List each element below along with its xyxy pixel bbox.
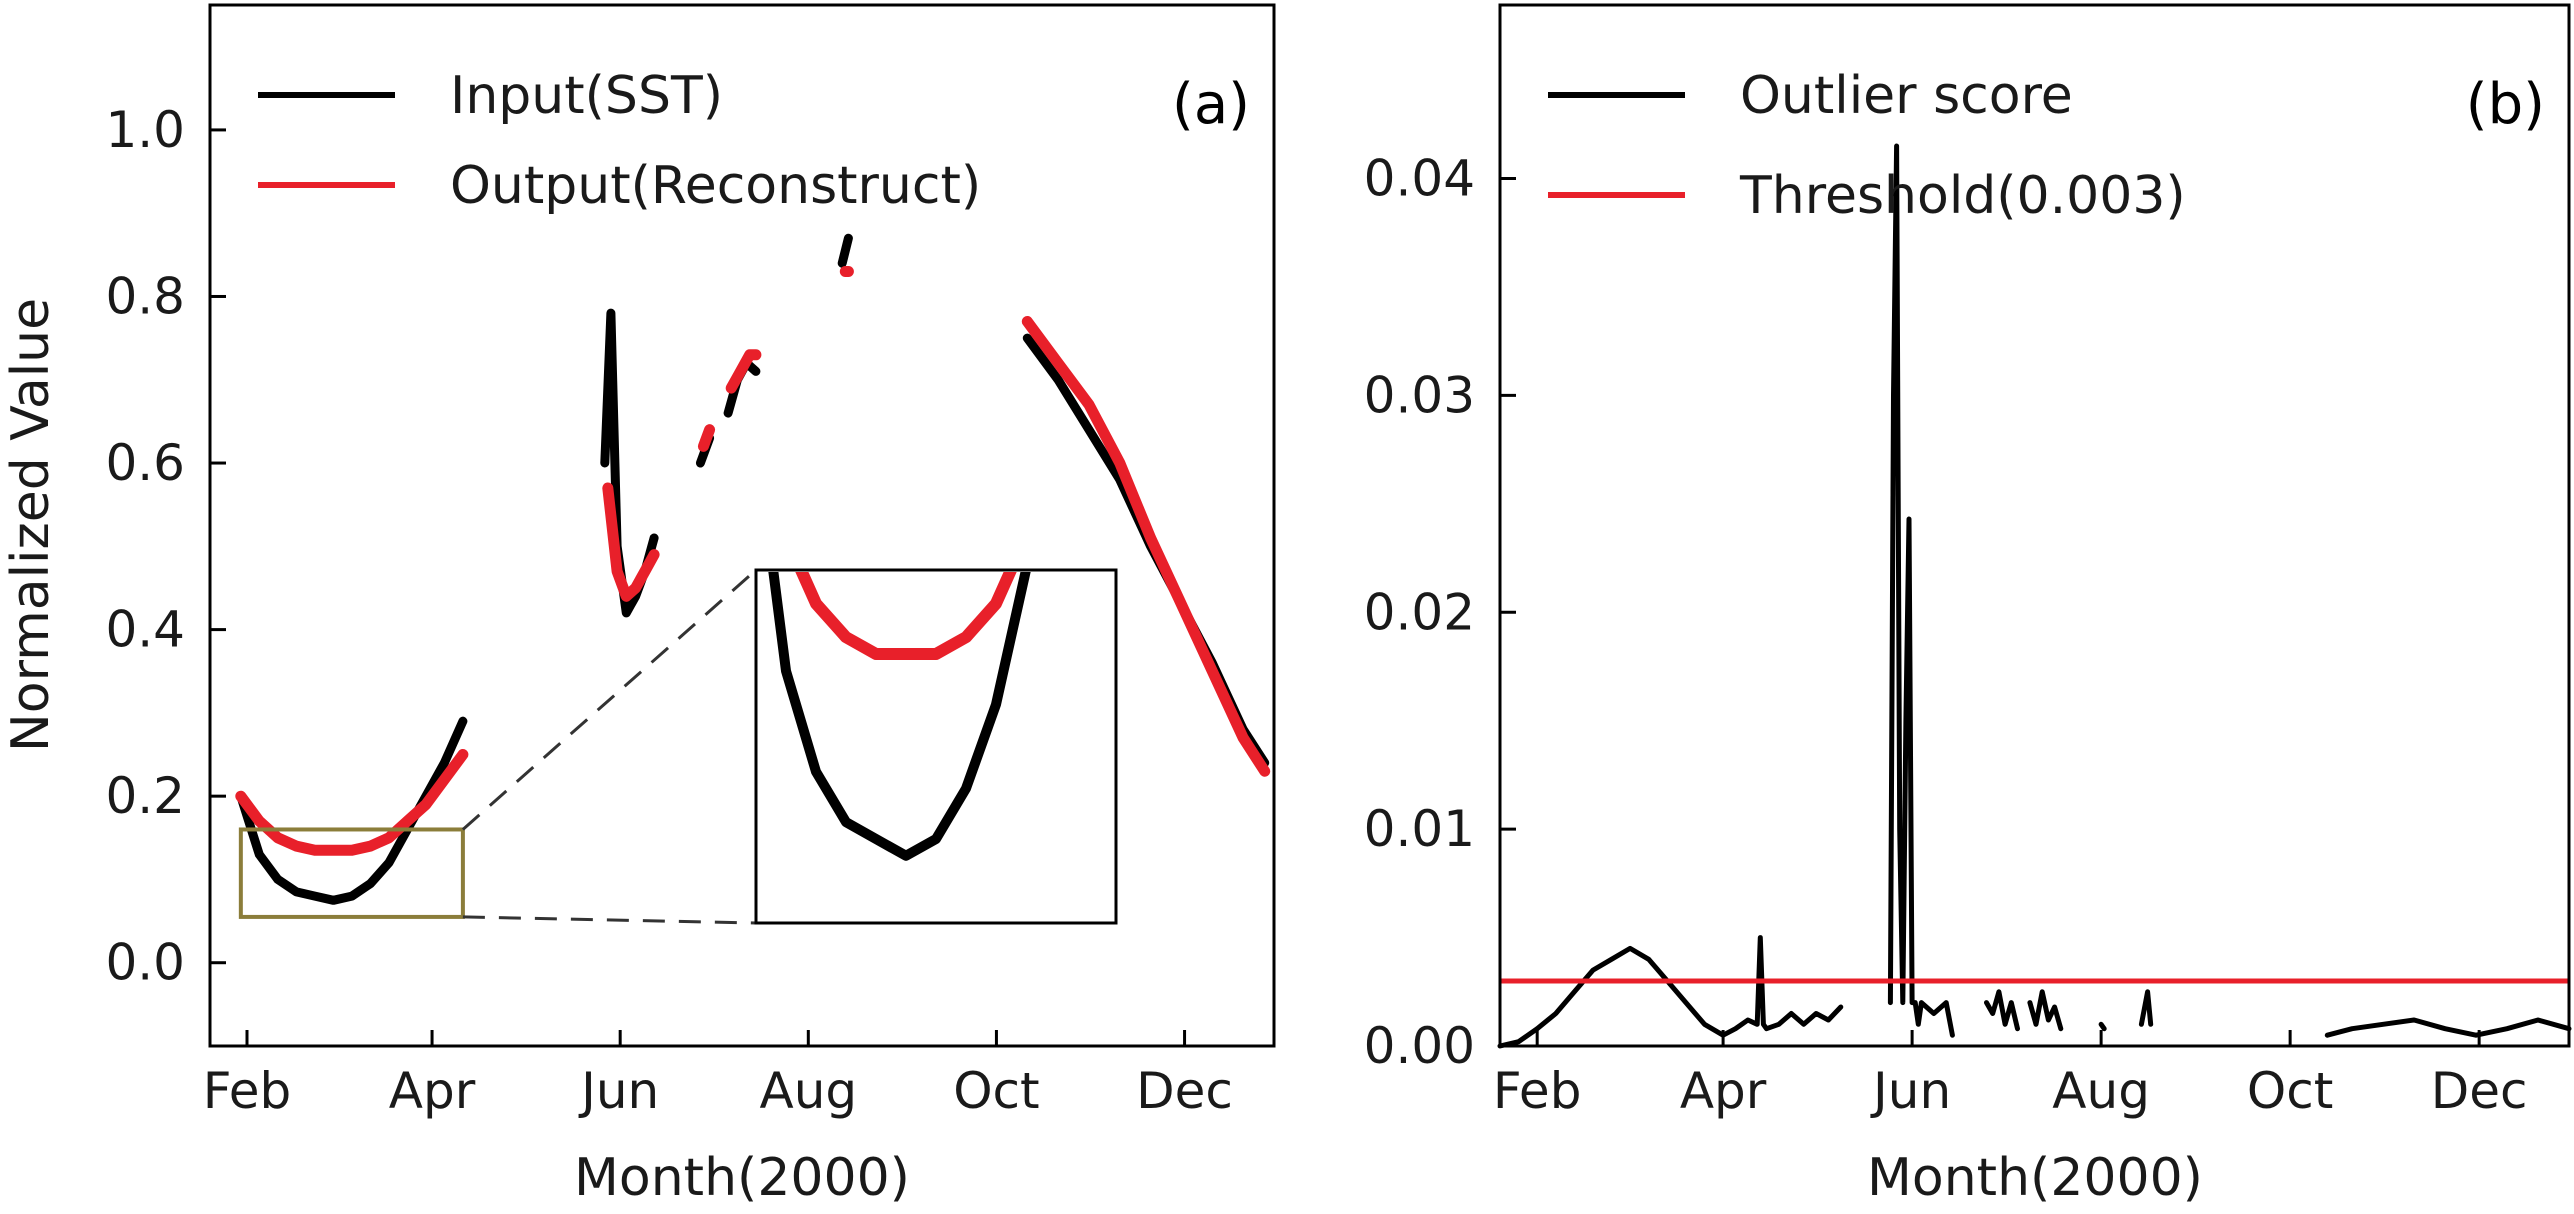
zoom-inset-plot [768,572,1031,861]
panel-a-input-sst-segment [837,233,853,268]
legend-label-threshold: Threshold(0.003) [1739,166,2186,226]
panel-a-legend: Input(SST) Output(Reconstruct) [258,66,981,216]
panel-a-y-tick-label: 0.8 [105,267,185,325]
panel-a-y-tick-label: 0.0 [105,934,185,992]
panel-b-y-ticks: 0.00 0.01 0.02 0.03 0.04 [1364,150,1516,1075]
panel-b-x-tick-label: Feb [1493,1062,1582,1120]
panel-b-x-axis-label: Month(2000) [1867,1148,2203,1208]
panel-a-y-tick-label: 0.4 [105,601,185,659]
panel-a-y-axis-label: Normalized Value [1,298,61,752]
panel-b-y-tick-label: 0.01 [1364,800,1475,858]
panel-b-x-tick-label: Jun [1870,1062,1951,1120]
panel-a-outlier-reconstruction-chart: Feb Apr Jun Aug Oct Dec 0.0 0.2 0.4 0.6 0.8 1.0 Mo… [0,0,1276,1214]
panel-a-plot-area [235,233,1271,905]
panel-a-y-tick-label: 0.2 [105,767,185,825]
panel-b-legend: Outlier score Threshold(0.003) [1548,66,2186,226]
panel-b-axes-frame [1498,3,2571,1048]
legend-label-outlier-score: Outlier score [1740,66,2073,126]
legend-label-input-sst: Input(SST) [450,66,723,126]
panel-a-x-tick-label: Oct [953,1062,1039,1120]
panel-b-outlier-score-segment [2138,989,2154,1027]
panel-b-outlier-score-segment [1497,935,1844,1049]
panel-a-x-ticks: Feb Apr Jun Aug Oct Dec [203,1030,1233,1120]
panel-a-label: (a) [1172,72,1250,137]
panel-b-x-tick-label: Oct [2247,1062,2333,1120]
panel-a-y-tick-label: 1.0 [105,101,185,159]
legend-label-output-reconstruct: Output(Reconstruct) [450,156,981,216]
panel-a-output-reconstruct-segment [725,349,762,394]
panel-a-x-tick-label: Jun [578,1062,659,1120]
zoom-inset-frame [754,568,1118,925]
panel-a-output-reconstruct-segment [697,424,716,452]
panel-a-y-tick-label: 0.6 [105,434,185,492]
zoom-connector-bottom [462,915,757,925]
panel-b-outlier-score-segment [2098,1021,2107,1032]
panel-b-outlier-score-segment [2027,989,2064,1032]
panel-b-y-tick-label: 0.03 [1364,366,1475,424]
panel-a-output-reconstruct-segment [235,749,469,856]
panel-a-x-axis-label: Month(2000) [574,1148,910,1208]
panel-a-x-tick-label: Feb [203,1062,292,1120]
zoom-connector-top [461,568,757,831]
zoom-source-box [238,827,465,919]
panel-b-x-ticks: Feb Apr Jun Aug Oct Dec [1493,1030,2528,1120]
panel-a-zoom-inset [238,568,1118,925]
panel-b-x-tick-label: Dec [2431,1062,2528,1120]
panel-a-x-tick-label: Apr [389,1062,476,1120]
panel-b-outlier-score-segment [1887,143,1955,1038]
panel-a-y-ticks: 0.0 0.2 0.4 0.6 0.8 1.0 [105,101,226,992]
panel-b-outlier-score-segment [1984,989,2020,1032]
panel-a-axes-frame [208,3,1276,1048]
panel-b-plot-area [1497,143,2572,1049]
panel-a-x-tick-label: Aug [759,1062,857,1120]
panel-a-output-reconstruct-segment [1021,316,1271,777]
panel-b-y-tick-label: 0.00 [1364,1017,1475,1075]
panel-a-x-tick-label: Dec [1136,1062,1233,1120]
panel-a-output-reconstruct-segment [602,482,660,602]
panel-b-x-tick-label: Apr [1680,1062,1767,1120]
zoom-inset-output-reconstruct-line [795,572,1017,660]
panel-b-outlier-score-segment [2324,1017,2572,1038]
panel-b-y-tick-label: 0.02 [1364,583,1475,641]
panel-b-outlier-score-chart: Feb Apr Jun Aug Oct Dec 0.000.010.020.030.04 … [1364,3,2572,1208]
panel-b-label: (b) [2466,72,2545,137]
panel-b-x-tick-label: Aug [2052,1062,2150,1120]
panel-b-y-tick-label: 0.04 [1364,150,1475,208]
zoom-inset-input-sst-line [768,572,1031,861]
